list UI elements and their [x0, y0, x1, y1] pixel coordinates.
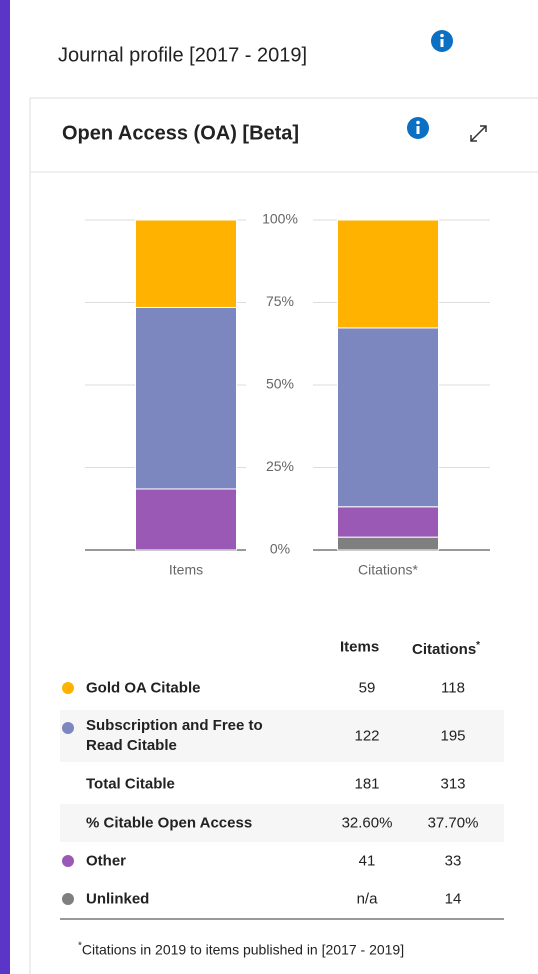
x-tick-label: Items [169, 562, 203, 578]
x-tick-label: Citations* [358, 562, 418, 578]
row-stripe [60, 710, 504, 762]
card [29, 97, 538, 974]
card-title: Open Access (OA) [Beta] [62, 122, 299, 144]
col-header: Citations* [412, 640, 480, 658]
footnote-text: Citations in 2019 to items published in … [81, 941, 405, 958]
bar-segment [337, 219, 439, 329]
legend-dot [62, 893, 74, 905]
footnote-mark: * [476, 640, 481, 651]
bar-segment [337, 506, 439, 538]
cell: 37.70% [427, 814, 479, 832]
page-title: Journal profile [2017 - 2019] [58, 44, 307, 66]
bar-segment [337, 327, 439, 508]
cell: 14 [444, 890, 462, 908]
y-tick-label: 25% [266, 458, 294, 474]
col-header: Items [340, 638, 380, 656]
legend-dot [62, 722, 74, 734]
row-label: Gold OA Citable [86, 679, 201, 697]
cell: 32.60% [341, 814, 393, 832]
row-label: Subscription and Free to Read Citable [86, 717, 263, 754]
y-tick-label: 75% [266, 293, 294, 309]
y-tick-label: 50% [266, 376, 294, 392]
y-tick-label: 0% [270, 541, 290, 557]
cell: 181 [354, 775, 380, 793]
cell: 122 [354, 727, 380, 745]
row-label: Other [86, 852, 127, 870]
col-header-text: Citations [412, 641, 477, 658]
row-label: Total Citable [86, 775, 175, 793]
bar-segment [135, 306, 237, 490]
legend-dot [62, 682, 74, 694]
row-label: % Citable Open Access [86, 814, 253, 832]
row-stripe [60, 804, 504, 842]
cell: 41 [358, 852, 376, 870]
expand-icon[interactable] [470, 125, 487, 142]
footnote-mark: * [78, 940, 82, 952]
bar-segment [135, 488, 237, 551]
row-label: Unlinked [86, 890, 150, 908]
bar-segment [135, 219, 237, 308]
footnote: *Citations in 2019 to items published in… [78, 937, 458, 960]
y-tick-label: 100% [262, 211, 298, 227]
cell: n/a [356, 890, 378, 908]
cell: 33 [444, 852, 462, 870]
info-icon[interactable] [431, 30, 453, 52]
info-icon[interactable] [407, 117, 429, 139]
cell: 195 [440, 727, 466, 745]
cell: 59 [358, 679, 376, 697]
cell: 118 [441, 679, 465, 697]
bar-segment [337, 536, 439, 551]
legend-dot [62, 855, 74, 867]
cell: 313 [440, 775, 466, 793]
